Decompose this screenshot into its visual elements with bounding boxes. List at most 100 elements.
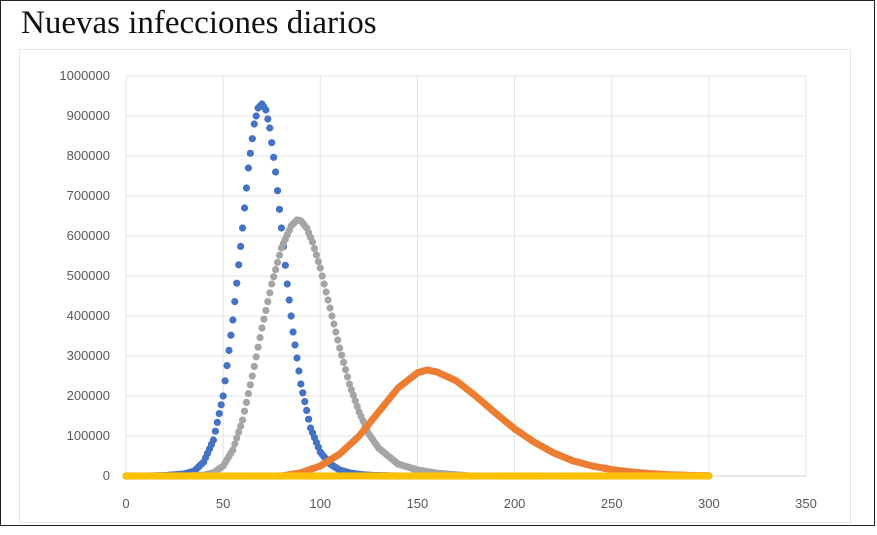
data-point <box>705 472 713 480</box>
data-point <box>266 124 274 132</box>
data-point <box>275 205 284 213</box>
data-point <box>242 398 251 406</box>
data-point <box>264 298 272 306</box>
data-point <box>238 416 247 424</box>
y-axis-ticks: 0 100000 200000 300000 400000 500000 600000 700… <box>59 68 110 483</box>
data-point <box>233 279 241 287</box>
y-tick-label: 500000 <box>67 268 110 283</box>
data-point <box>266 289 274 297</box>
data-point <box>246 149 254 157</box>
data-point <box>332 328 340 336</box>
data-point <box>262 106 270 114</box>
data-point <box>301 398 309 406</box>
data-point <box>330 320 338 328</box>
data-point <box>293 354 301 362</box>
data-point <box>341 366 350 374</box>
data-point <box>217 401 225 409</box>
x-axis-ticks: 0 50 100 150 200 250 300 350 <box>122 496 816 511</box>
data-point <box>283 280 291 288</box>
data-point <box>328 312 336 320</box>
data-point <box>303 406 311 414</box>
data-point <box>314 257 322 266</box>
data-point <box>231 440 239 448</box>
data-point <box>275 251 284 259</box>
data-point <box>258 324 266 332</box>
data-point <box>260 315 268 323</box>
data-point <box>351 397 359 405</box>
x-tick-label: 250 <box>601 496 623 511</box>
data-point <box>256 334 264 342</box>
data-point <box>305 415 313 423</box>
series-0 <box>122 100 402 480</box>
data-point <box>287 312 295 320</box>
x-tick-label: 50 <box>216 496 230 511</box>
data-point <box>334 336 342 344</box>
x-tick-label: 350 <box>795 496 817 511</box>
data-point <box>320 280 328 288</box>
data-point <box>312 251 320 259</box>
chart-title: Nuevas infecciones diarios <box>21 5 377 41</box>
data-point <box>211 427 219 435</box>
data-point <box>340 358 348 366</box>
data-point <box>270 273 278 281</box>
data-point <box>223 362 231 370</box>
x-tick-label: 0 <box>122 496 129 511</box>
data-point <box>285 296 293 304</box>
y-tick-label: 100000 <box>67 428 110 443</box>
data-point <box>281 261 289 269</box>
data-point <box>297 380 305 388</box>
data-point <box>308 238 317 246</box>
data-point <box>248 372 256 380</box>
data-point <box>291 341 299 349</box>
data-point <box>326 304 334 312</box>
data-point <box>213 418 221 426</box>
data-point <box>237 422 245 430</box>
series-layer <box>122 100 713 480</box>
data-point <box>219 392 227 400</box>
data-point <box>242 184 251 192</box>
data-point <box>244 164 252 172</box>
series-2 <box>277 366 713 480</box>
data-point <box>324 296 332 304</box>
data-point <box>240 407 249 415</box>
data-point <box>316 264 324 272</box>
y-tick-label: 400000 <box>67 308 110 323</box>
y-tick-label: 0 <box>103 468 110 483</box>
data-point <box>240 204 249 212</box>
y-tick-label: 200000 <box>67 388 110 403</box>
data-point <box>353 402 361 410</box>
data-point <box>299 389 307 397</box>
data-point <box>231 298 239 306</box>
y-tick-label: 700000 <box>67 188 110 203</box>
data-point <box>310 244 319 253</box>
data-point <box>254 343 262 351</box>
data-point <box>318 272 326 280</box>
y-tick-label: 800000 <box>67 148 110 163</box>
data-point <box>225 346 233 354</box>
y-tick-label: 900000 <box>67 108 110 123</box>
data-point <box>336 344 344 352</box>
grid-lines <box>125 75 807 477</box>
data-point <box>343 373 352 381</box>
data-point <box>273 187 282 195</box>
data-point <box>248 135 256 143</box>
data-point <box>250 362 258 370</box>
data-point <box>244 390 252 398</box>
data-point <box>277 224 286 232</box>
y-tick-label: 1000000 <box>59 68 110 83</box>
data-point <box>221 377 229 385</box>
data-point <box>250 120 258 128</box>
data-point <box>229 446 237 454</box>
x-tick-label: 100 <box>309 496 331 511</box>
x-tick-label: 150 <box>407 496 429 511</box>
data-point <box>349 391 357 399</box>
data-point <box>235 428 243 436</box>
data-point <box>270 153 278 161</box>
data-point <box>209 436 218 444</box>
data-point <box>252 353 260 361</box>
data-point <box>229 316 237 324</box>
data-point <box>238 224 247 232</box>
x-tick-label: 300 <box>698 496 720 511</box>
